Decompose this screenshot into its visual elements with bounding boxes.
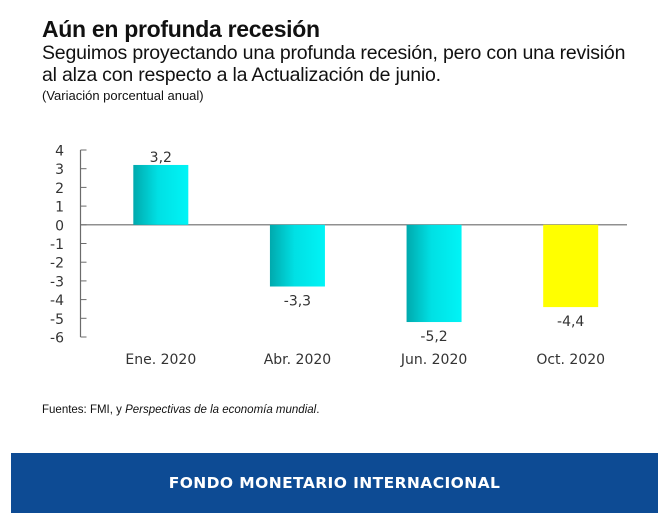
y-tick-label: -1 [50, 237, 64, 253]
x-axis-labels: Ene. 2020 Abr. 2020 Jun. 2020 Oct. 2020 [125, 352, 605, 368]
y-tick-label: -6 [50, 331, 64, 347]
data-label: -4,4 [557, 314, 584, 330]
y-tick-label: -3 [50, 274, 64, 290]
x-tick-label: Oct. 2020 [536, 352, 605, 368]
y-tick-label: 2 [55, 181, 64, 197]
y-tick-label: 4 [55, 144, 64, 160]
units-label: (Variación porcentual anual) [42, 88, 204, 103]
bar-jun-2020 [406, 224, 462, 323]
banner-text: FONDO MONETARIO INTERNACIONAL [168, 474, 501, 492]
chart-subtitle: Seguimos proyectando una profunda recesi… [42, 42, 626, 86]
y-tick-label: 3 [55, 162, 64, 178]
y-tick-label: 0 [55, 218, 64, 234]
source-prefix: Fuentes: FMI, y [42, 404, 126, 416]
data-labels: 3,2 -3,3 -5,2 -4,4 [150, 150, 585, 345]
chart-title: Aún en profunda recesión [42, 16, 320, 42]
x-tick-label: Jun. 2020 [400, 352, 467, 368]
y-tick-label: -4 [50, 293, 64, 309]
x-tick-label: Ene. 2020 [125, 352, 196, 368]
bars [133, 164, 599, 323]
bar-oct-2020 [543, 224, 599, 308]
source-suffix: . [316, 404, 320, 416]
data-label: 3,2 [150, 150, 172, 166]
y-tick-label: -5 [50, 312, 64, 328]
bar-ene-2020 [133, 164, 189, 225]
bar-abr-2020 [269, 224, 325, 287]
data-label: -3,3 [284, 294, 311, 310]
y-tick-label: 1 [55, 200, 64, 216]
imf-banner: FONDO MONETARIO INTERNACIONAL [11, 453, 658, 513]
y-tick-label: -2 [50, 256, 64, 272]
source-note: Fuentes: FMI, y Perspectivas de la econo… [42, 404, 319, 416]
x-tick-label: Abr. 2020 [264, 352, 331, 368]
bar-chart: 4 3 2 1 0 -1 -2 -3 -4 -5 -6 3,2 -3,3 -5,2 -4,4 Ene. 2… [50, 144, 627, 368]
y-axis: 4 3 2 1 0 -1 -2 -3 -4 -5 -6 [50, 144, 627, 347]
data-label: -5,2 [420, 329, 447, 345]
source-publication: Perspectivas de la economía mundial [125, 404, 317, 416]
